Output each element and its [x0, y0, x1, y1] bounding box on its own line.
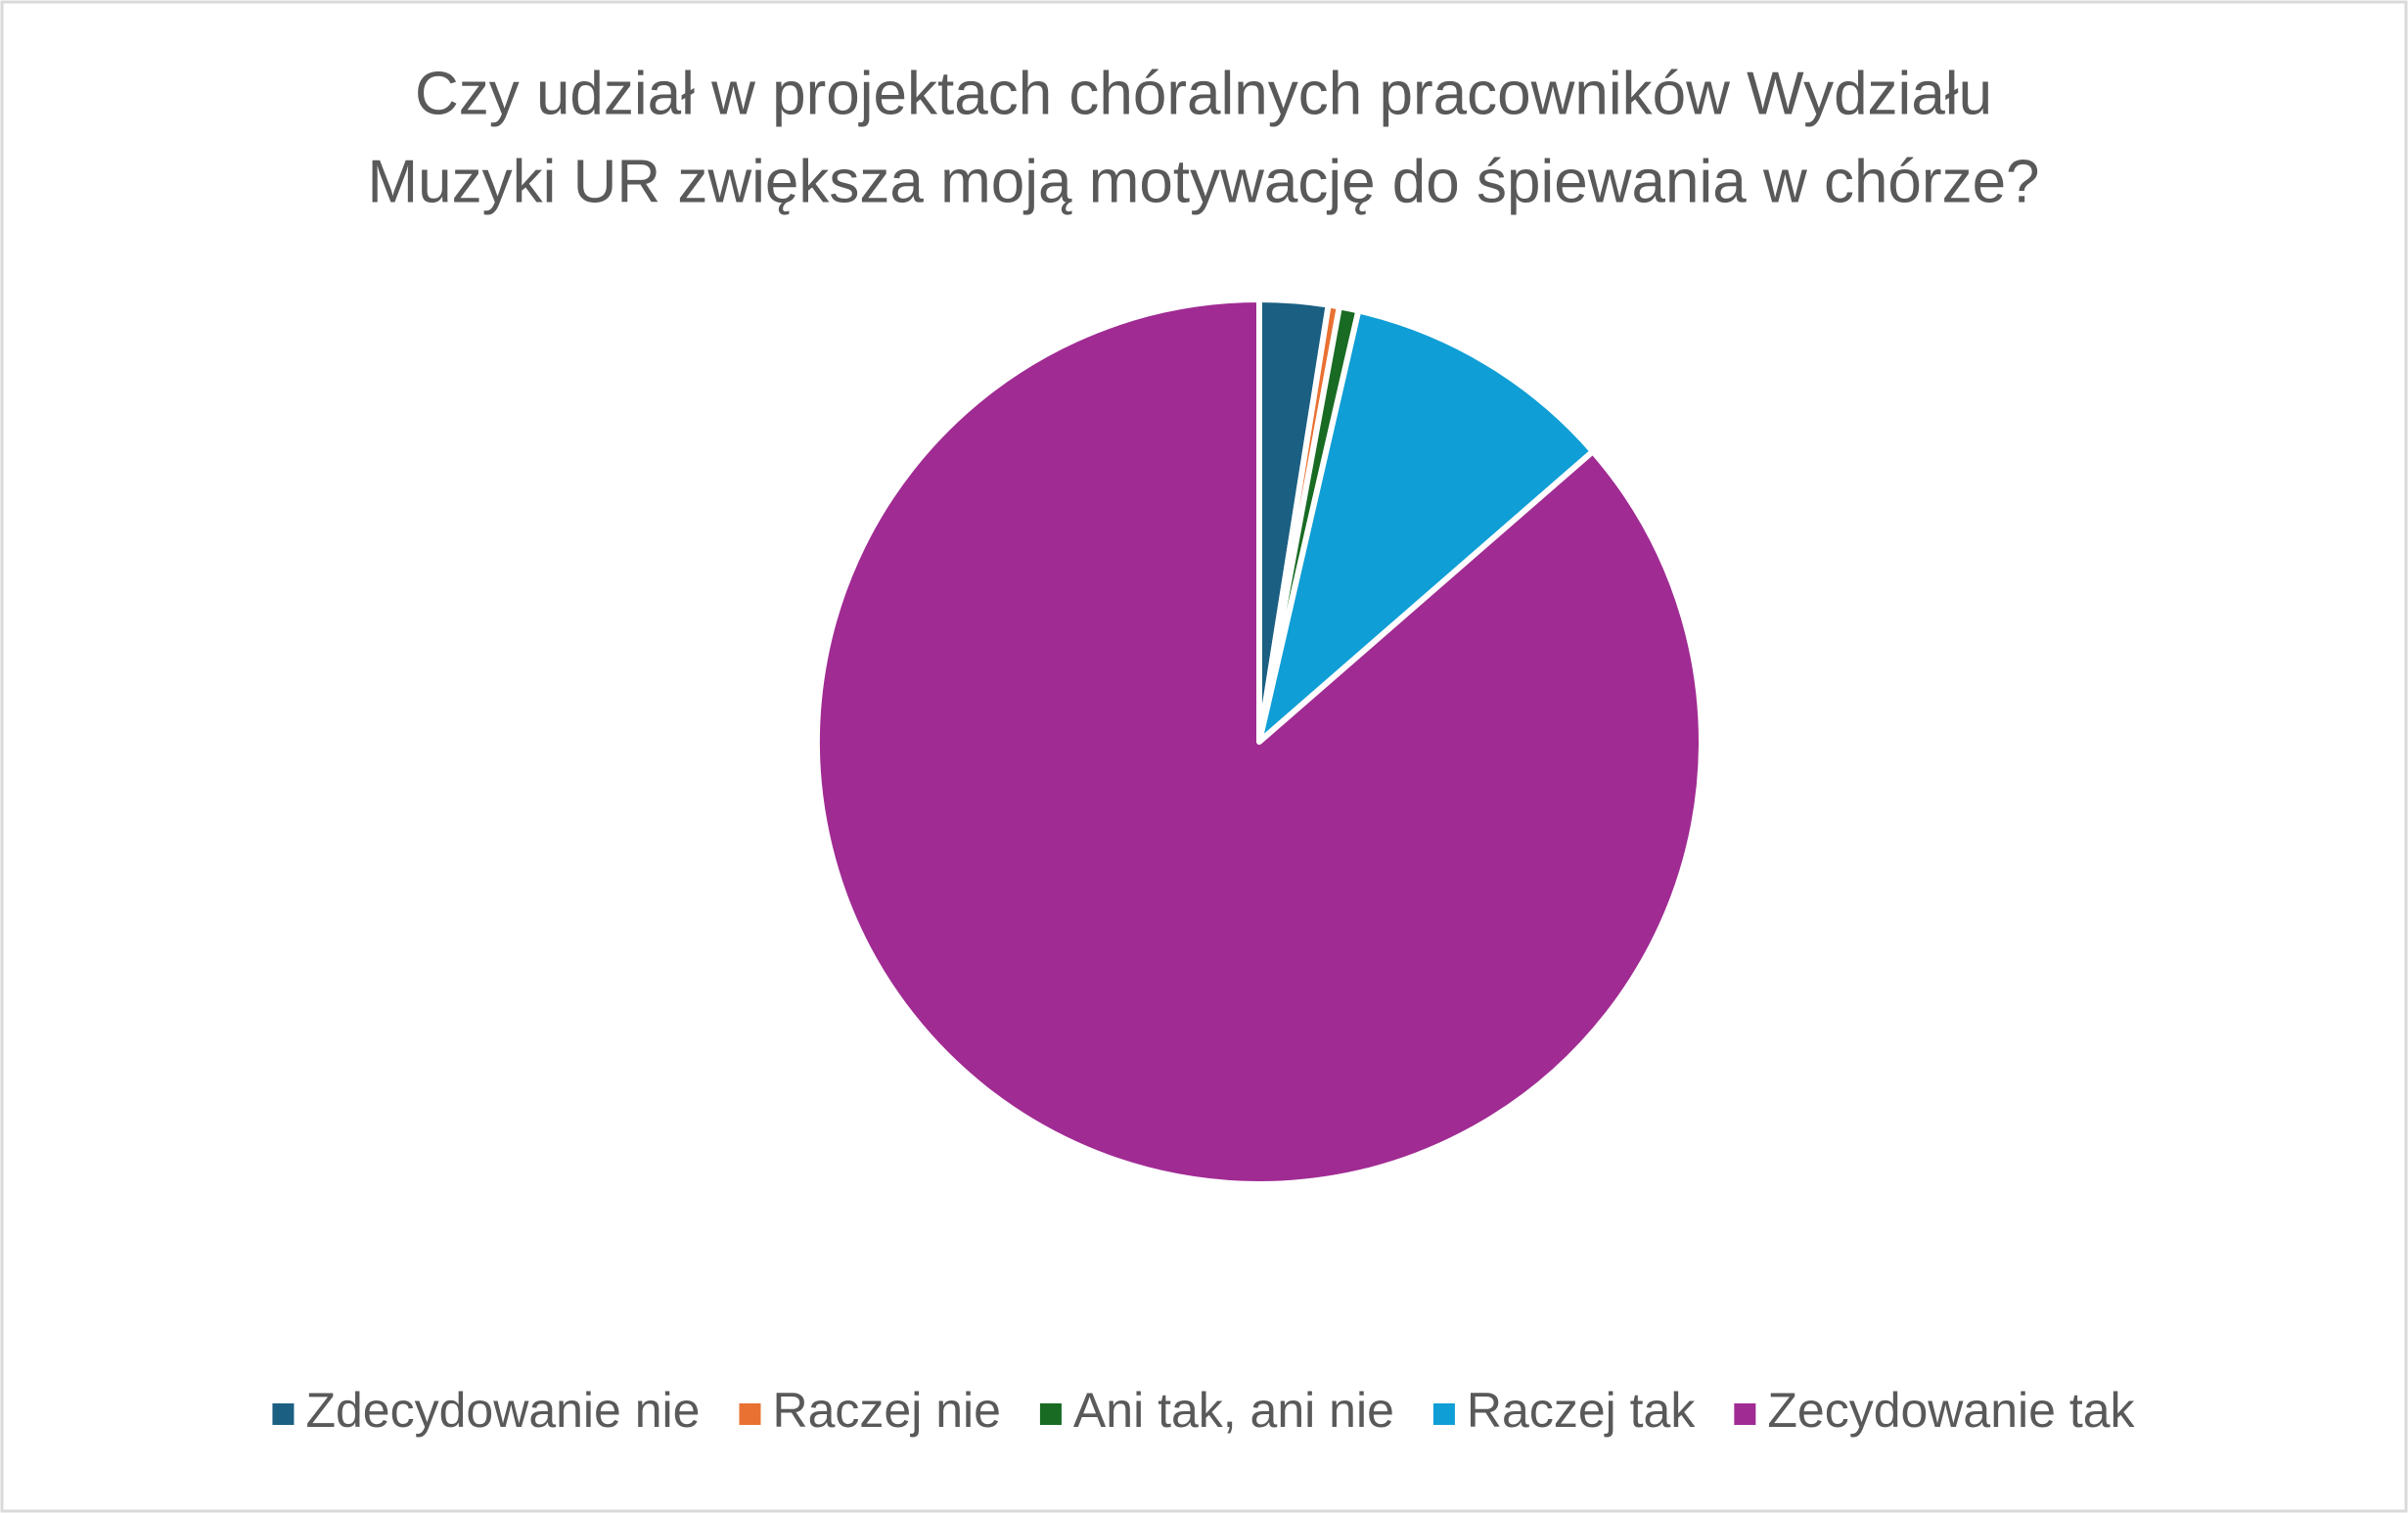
legend-swatch	[1039, 1403, 1062, 1425]
chart-title: Muzyki UR zwiększa moją motywację do śpi…	[367, 148, 2039, 215]
legend-label: Raczej tak	[1467, 1383, 1696, 1438]
legend-label: Raczej nie	[772, 1383, 1000, 1438]
legend-label: Zecydowanie tak	[1767, 1383, 2135, 1438]
pie-slice	[1256, 307, 1596, 745]
legend-swatch	[1432, 1403, 1455, 1425]
legend-label: Ani tak, ani nie	[1073, 1383, 1394, 1438]
legend-swatch	[1734, 1403, 1756, 1425]
legend-swatch	[272, 1403, 295, 1425]
pie-slice	[814, 297, 1704, 1187]
legend-label: Zdecydowanie nie	[305, 1383, 700, 1438]
legend-swatch	[739, 1403, 761, 1425]
chart-title: Czy udział w projektach chóralnych praco…	[415, 60, 1992, 127]
